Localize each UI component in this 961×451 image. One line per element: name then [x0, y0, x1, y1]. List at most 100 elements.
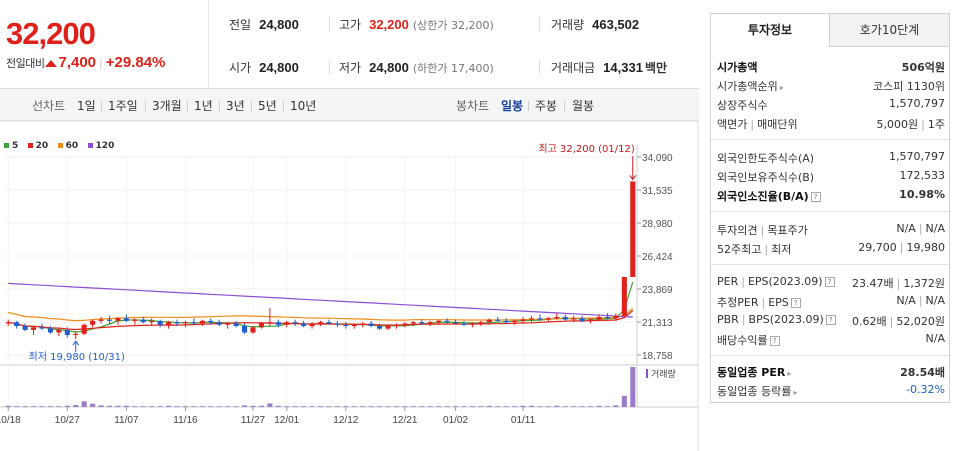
period-10y[interactable]: 10년	[290, 99, 317, 113]
tab-invest-info[interactable]: 투자정보	[711, 14, 829, 47]
volume-bar	[317, 406, 324, 407]
candle-monthly[interactable]: 월봉	[572, 99, 595, 113]
industry-rate-row[interactable]: 동일업종 등락률 ▸ -0.32%	[717, 383, 945, 398]
candle-body	[191, 322, 197, 324]
volume-bar	[512, 406, 518, 407]
est-per-row: 추정PER | EPS? N/A | N/A	[717, 294, 945, 309]
candle-daily[interactable]: 일봉	[501, 99, 524, 113]
period-5y[interactable]: 5년	[258, 99, 277, 113]
volume-label: 거래량	[651, 368, 676, 380]
candle-weekly[interactable]: 주봉	[535, 99, 558, 113]
volume-bar	[123, 405, 129, 407]
industry-per-row[interactable]: 동일업종 PER ▸ 28.54배	[717, 366, 945, 379]
chevron-right-icon: ▸	[793, 388, 798, 397]
line-chart-label: 선차트	[32, 99, 66, 113]
candle-body	[469, 323, 475, 325]
x-tick-label: 10/27	[55, 415, 80, 426]
divider	[329, 17, 330, 31]
w52-row: 52주최고 | 최저 29,700 | 19,980	[717, 241, 945, 256]
help-icon[interactable]: ?	[810, 192, 821, 202]
volume-bar	[630, 367, 636, 407]
quote-grid: 전일 24,800 고가 32,200 (상한가 32,200) 거래량 463,502…	[208, 0, 699, 88]
help-icon[interactable]: ?	[824, 277, 835, 287]
opinion-row: 투자의견 | 목표주가 N/A | N/A	[717, 222, 945, 237]
candle-body	[98, 319, 104, 321]
volume-bar	[73, 405, 79, 407]
candle-body	[90, 320, 96, 325]
period-1d[interactable]: 1일	[77, 99, 96, 113]
volume-bar	[571, 406, 577, 407]
candle-body	[596, 317, 602, 320]
volume-bar	[250, 405, 256, 407]
volume-bar	[469, 406, 475, 407]
divider	[101, 101, 102, 111]
candle-body	[267, 322, 273, 324]
volume-bar	[267, 403, 273, 407]
current-price: 32,200	[6, 16, 96, 51]
candle-chart-label: 봉차트	[456, 99, 490, 113]
volume-bar	[579, 406, 585, 407]
help-icon[interactable]: ?	[790, 298, 801, 308]
candle-body	[233, 323, 239, 327]
volume-bar	[115, 405, 121, 407]
candle-body	[419, 322, 425, 324]
candle-body	[334, 323, 340, 325]
candle-body	[613, 315, 619, 319]
volume-bar	[149, 406, 155, 407]
volume-bar	[410, 406, 416, 407]
volume-bar	[520, 405, 526, 407]
divider: |	[99, 57, 103, 70]
y-tick-label: 23,869	[642, 285, 673, 296]
candle-body	[73, 333, 79, 336]
par-unit-row: 액면가 | 매매단위 5,000원 | 1주	[717, 118, 945, 131]
cap-rank-row[interactable]: 시가총액순위 ▸ 코스피 1130위	[717, 80, 945, 93]
foreign-ratio-row: 외국인소진율(B/A)? 10.98%	[717, 188, 945, 203]
chart-canvas[interactable]: 34,090 31,535 28,980 26,424 23,869 21,313 18,7…	[0, 121, 699, 451]
period-3y[interactable]: 3년	[226, 99, 245, 113]
volume-bar	[385, 406, 391, 407]
tab-orderbook[interactable]: 호가10단계	[829, 14, 949, 47]
divider	[564, 101, 565, 111]
quote-volume: 거래량 463,502	[551, 17, 640, 32]
volume-bar	[56, 406, 62, 407]
y-tick-label: 34,090	[642, 153, 673, 164]
candle-body	[368, 323, 374, 327]
help-icon[interactable]: ?	[825, 315, 836, 325]
volume-bar	[81, 401, 87, 407]
candle-body	[14, 322, 20, 327]
period-3m[interactable]: 3개월	[152, 99, 182, 113]
divider	[711, 355, 949, 356]
period-1w[interactable]: 1주일	[108, 99, 138, 113]
divider	[711, 264, 949, 265]
volume-legend-swatch	[646, 369, 648, 378]
help-icon[interactable]: ?	[769, 336, 780, 346]
change-label: 전일대비	[6, 57, 45, 70]
volume-bar	[208, 406, 214, 407]
legend: 5 20 60 120	[4, 141, 114, 151]
volume-bar	[98, 405, 104, 407]
chevron-right-icon: ▸	[787, 369, 792, 378]
divider	[283, 101, 284, 111]
volume-bar	[444, 406, 450, 407]
candle-body	[351, 324, 357, 327]
candle-body	[208, 320, 214, 323]
volume-bar	[402, 406, 408, 407]
candle-body	[343, 324, 349, 327]
divider	[251, 101, 252, 111]
candle-body	[562, 317, 568, 320]
divider	[539, 17, 540, 31]
candle-body	[621, 276, 627, 316]
candle-body	[166, 322, 172, 325]
period-1y[interactable]: 1년	[194, 99, 213, 113]
x-tick-label: 01/11	[511, 415, 536, 426]
volume-bar	[22, 406, 28, 407]
volume-bar	[216, 406, 222, 407]
divider	[528, 101, 529, 111]
price-change-row: 전일대비 7,400 | +29.84%	[6, 54, 165, 71]
candle-body	[47, 328, 53, 333]
volume-bar	[258, 405, 264, 407]
volume-bar	[157, 406, 163, 407]
candle-body	[461, 323, 467, 325]
candle-body	[132, 319, 138, 321]
stock-chart: 34,090 31,535 28,980 26,424 23,869 21,313 18,7…	[0, 121, 699, 451]
